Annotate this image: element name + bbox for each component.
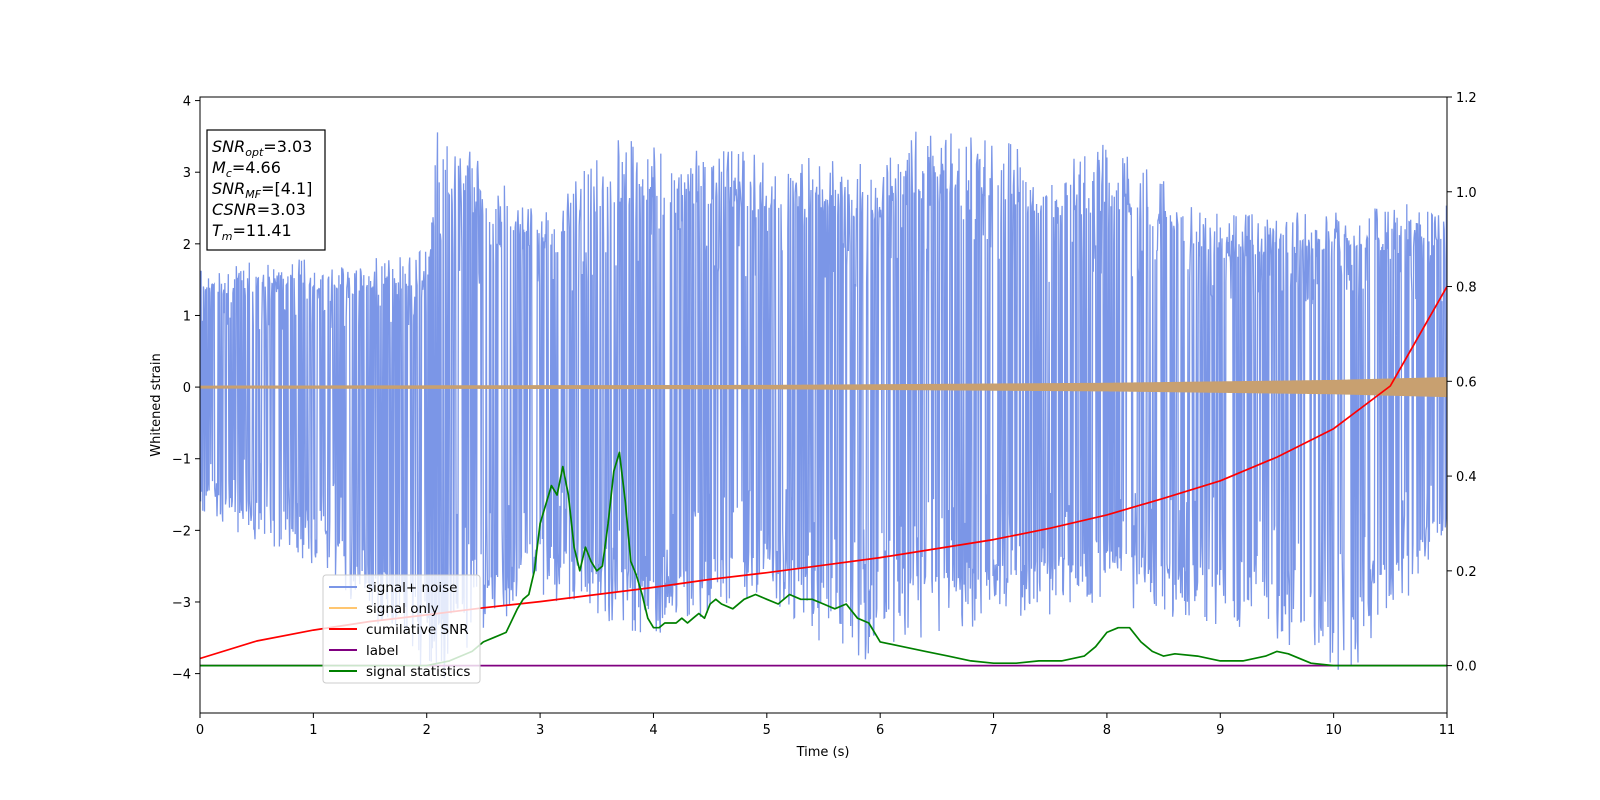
legend: signal+ noise signal only cumilative SNR la… (322, 574, 481, 684)
y2-tick-label: 0.8 (1456, 281, 1477, 296)
x-tick-label: 2 (423, 723, 431, 738)
y2-tick-label: 0.0 (1456, 660, 1477, 675)
y-tick-label: 3 (183, 166, 191, 181)
y2-tick-label: 0.6 (1456, 375, 1477, 390)
x-tick-label: 4 (649, 723, 657, 738)
x-tick-label: 1 (309, 723, 317, 738)
x-axis-label: Time (s) (796, 745, 850, 760)
x-tick-label: 6 (876, 723, 884, 738)
y-axis-ticks: −4 −3 −2 −1 0 1 2 3 4 (172, 95, 200, 683)
legend-label: signal statistics (366, 664, 470, 680)
y2-tick-label: 0.2 (1456, 565, 1477, 580)
x-tick-label: 11 (1439, 723, 1456, 738)
annotation-line: Mc=4.66 (212, 158, 281, 180)
legend-label: label (366, 643, 399, 659)
y-tick-label: 1 (183, 309, 191, 324)
annotation-line: Tm=11.41 (212, 221, 292, 243)
legend-frame (322, 574, 481, 684)
legend-label: cumilative SNR (366, 622, 469, 638)
y-tick-label: 2 (183, 238, 191, 253)
x-tick-label: 9 (1216, 723, 1224, 738)
y2-tick-label: 0.4 (1456, 470, 1477, 485)
annotation-line: CSNR=3.03 (212, 200, 306, 219)
y2-tick-label: 1.0 (1456, 186, 1477, 201)
legend-label: signal only (366, 601, 439, 617)
series-signal-statistics (200, 451, 1447, 667)
y-tick-label: −3 (172, 596, 191, 611)
x-tick-label: 7 (989, 723, 997, 738)
annotation-line: SNRMF=[4.1] (212, 179, 312, 201)
y2-axis-ticks: 0.0 0.2 0.4 0.6 0.8 1.0 1.2 (1447, 91, 1477, 675)
y-tick-label: −2 (172, 524, 191, 539)
y-tick-label: 4 (183, 95, 191, 110)
x-tick-label: 8 (1103, 723, 1111, 738)
axes-frame (199, 96, 1448, 714)
series-signal-only (200, 377, 1447, 398)
annotation-frame (206, 129, 326, 251)
x-axis-ticks: 0 1 2 3 4 5 6 7 8 9 10 11 (196, 713, 1455, 738)
x-tick-label: 3 (536, 723, 544, 738)
series-signal-noise (200, 131, 1447, 679)
x-tick-label: 10 (1325, 723, 1342, 738)
y-axis-label: Whitened strain (149, 353, 164, 456)
y-tick-label: −4 (172, 668, 191, 683)
x-tick-label: 5 (763, 723, 771, 738)
y2-tick-label: 1.2 (1456, 91, 1477, 106)
legend-label: signal+ noise (366, 580, 457, 596)
y-tick-label: −1 (172, 453, 191, 468)
annotation-line: SNRopt=3.03 (212, 137, 312, 159)
x-tick-label: 0 (196, 723, 204, 738)
y-tick-label: 0 (183, 381, 191, 396)
